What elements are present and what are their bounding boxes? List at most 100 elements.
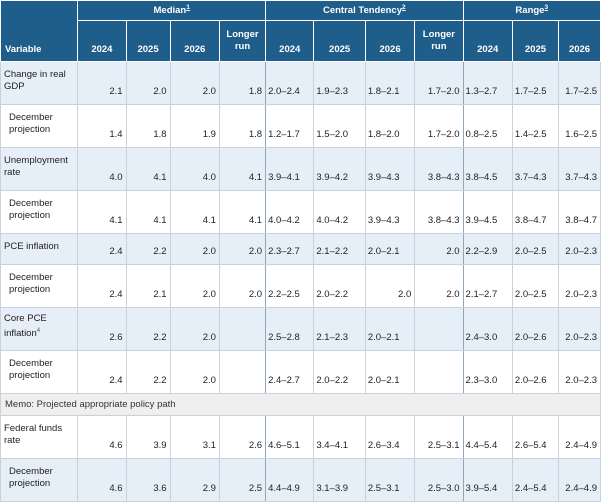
ct-2026-header: 2026 (364, 20, 416, 62)
median-cell: 2.2 (125, 307, 171, 351)
ct-cell: 3.8–4.3 (414, 147, 464, 191)
row-label: PCE inflation (0, 233, 79, 265)
table-row-core-pce-december: December projection 2.4 2.2 2.0 2.4–2.7 … (0, 350, 601, 394)
table-row-fed-funds: Federal funds rate 4.6 3.9 3.1 2.6 4.6–5… (0, 415, 601, 459)
ct-cell: 2.0 (414, 233, 464, 265)
ct-cell: 3.8–4.3 (414, 190, 464, 234)
ct-cell: 1.9–2.3 (313, 61, 366, 105)
ct-cell: 2.0–2.4 (265, 61, 315, 105)
median-cell: 2.0 (169, 61, 220, 105)
ct-cell: 3.9–4.2 (313, 147, 366, 191)
range-cell: 2.1–2.7 (462, 264, 513, 308)
table-row-core-pce: Core PCE inflation4 2.6 2.2 2.0 2.5–2.8 … (0, 307, 601, 351)
ct-cell: 1.8–2.1 (364, 61, 416, 105)
median-cell: 1.8 (218, 61, 267, 105)
range-cell: 1.7–2.5 (558, 61, 601, 105)
ct-cell: 2.0–2.1 (364, 307, 416, 351)
median-cell: 3.6 (125, 458, 171, 502)
ct-cell: 4.0–4.2 (313, 190, 366, 234)
range-cell: 4.4–5.4 (462, 415, 513, 459)
range-cell: 2.0–2.3 (558, 233, 601, 265)
ct-cell: 2.2–2.5 (265, 264, 315, 308)
row-label: Federal funds rate (0, 415, 79, 459)
ct-cell: 2.0–2.1 (364, 350, 416, 394)
footnote-link-3[interactable]: 3 (544, 4, 549, 12)
ct-cell: 2.0–2.2 (313, 350, 366, 394)
ct-cell: 2.5–3.1 (364, 458, 416, 502)
table-row-gdp: Change in real GDP 2.1 2.0 2.0 1.8 2.0–2… (0, 61, 601, 105)
median-cell: 2.6 (77, 307, 127, 351)
median-cell: 4.1 (125, 190, 171, 234)
median-cell: 2.4 (77, 350, 127, 394)
row-label: December projection (0, 264, 79, 308)
median-cell: 2.0 (218, 264, 267, 308)
memo-row: Memo: Projected appropriate policy path (0, 393, 601, 416)
median-cell: 1.4 (77, 104, 127, 148)
ct-cell: 3.9–4.3 (364, 147, 416, 191)
median-cell (218, 350, 267, 394)
row-label: December projection (0, 104, 79, 148)
range-cell: 1.4–2.5 (511, 104, 560, 148)
ct-cell: 2.0–2.2 (313, 264, 366, 308)
median-cell: 2.0 (169, 307, 220, 351)
ct-cell (414, 350, 464, 394)
range-cell: 2.6–5.4 (511, 415, 560, 459)
range-cell: 1.3–2.7 (462, 61, 513, 105)
ct-cell: 2.0–2.1 (364, 233, 416, 265)
median-2025-header: 2025 (125, 20, 171, 62)
row-label: Unemployment rate (0, 147, 79, 191)
median-cell: 4.6 (77, 458, 127, 502)
ct-cell: 1.7–2.0 (414, 104, 464, 148)
variable-header: Variable (0, 0, 79, 62)
ct-2025-header: 2025 (313, 20, 366, 62)
ct-cell: 2.5–3.1 (414, 415, 464, 459)
table-row-unemployment-december: December projection 4.1 4.1 4.1 4.1 4.0–… (0, 190, 601, 234)
row-label: Change in real GDP (0, 61, 79, 105)
median-group-header: Median1 (77, 0, 267, 21)
memo-label: Memo: Projected appropriate policy path (0, 393, 601, 416)
row-label: December projection (0, 190, 79, 234)
ct-cell: 3.4–4.1 (313, 415, 366, 459)
median-2026-header: 2026 (169, 20, 220, 62)
ct-cell: 2.1–2.3 (313, 307, 366, 351)
median-cell: 1.8 (218, 104, 267, 148)
range-cell: 3.8–4.7 (511, 190, 560, 234)
range-cell: 3.8–4.7 (558, 190, 601, 234)
median-cell: 3.1 (169, 415, 220, 459)
ct-cell: 1.2–1.7 (265, 104, 315, 148)
range-cell: 2.0–2.3 (558, 307, 601, 351)
footnote-link-2[interactable]: 2 (402, 4, 406, 12)
ct-cell: 4.6–5.1 (265, 415, 315, 459)
ct-cell: 2.5–2.8 (265, 307, 315, 351)
row-label: December projection (0, 350, 79, 394)
median-cell: 2.1 (77, 61, 127, 105)
table-header: Variable Median1 Central Tendency2 Range… (0, 0, 601, 62)
ct-cell: 2.5–3.0 (414, 458, 464, 502)
table-row-fed-funds-december: December projection 4.6 3.6 2.9 2.5 4.4–… (0, 458, 601, 502)
median-longer-run-header: Longer run (218, 20, 267, 62)
range-cell: 3.7–4.3 (511, 147, 560, 191)
range-cell: 0.8–2.5 (462, 104, 513, 148)
range-cell: 2.0–2.3 (558, 350, 601, 394)
row-label: December projection (0, 458, 79, 502)
range-cell: 3.9–5.4 (462, 458, 513, 502)
median-cell: 2.5 (218, 458, 267, 502)
median-cell (218, 307, 267, 351)
range-cell: 2.0–2.5 (511, 233, 560, 265)
range-cell: 3.8–4.5 (462, 147, 513, 191)
row-label: Core PCE inflation4 (0, 307, 79, 351)
table-row-gdp-december: December projection 1.4 1.8 1.9 1.8 1.2–… (0, 104, 601, 148)
range-cell: 3.9–4.5 (462, 190, 513, 234)
median-cell: 2.2 (125, 233, 171, 265)
range-cell: 1.6–2.5 (558, 104, 601, 148)
table-row-unemployment: Unemployment rate 4.0 4.1 4.0 4.1 3.9–4.… (0, 147, 601, 191)
table-row-pce: PCE inflation 2.4 2.2 2.0 2.0 2.3–2.7 2.… (0, 233, 601, 265)
range-cell: 2.0–2.6 (511, 307, 560, 351)
median-cell: 2.4 (77, 264, 127, 308)
footnote-link-1[interactable]: 1 (186, 4, 190, 12)
median-cell: 4.0 (77, 147, 127, 191)
range-cell: 2.4–4.9 (558, 458, 601, 502)
footnote-link-4[interactable]: 4 (36, 328, 41, 335)
median-cell: 4.0 (169, 147, 220, 191)
